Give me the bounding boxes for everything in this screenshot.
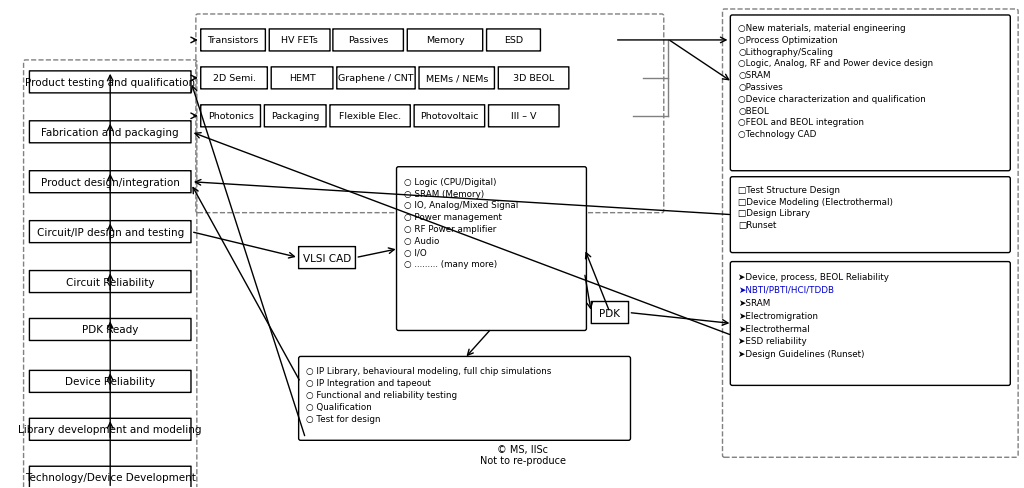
Text: Circuit/IP design and testing: Circuit/IP design and testing — [37, 227, 184, 237]
FancyBboxPatch shape — [330, 105, 411, 127]
Text: © MS, IISc
Not to re-produce: © MS, IISc Not to re-produce — [480, 444, 566, 466]
FancyBboxPatch shape — [730, 16, 1011, 171]
Text: Product design/integration: Product design/integration — [41, 177, 179, 187]
Text: III – V: III – V — [511, 112, 537, 121]
FancyBboxPatch shape — [271, 68, 333, 90]
Text: Library development and modeling: Library development and modeling — [18, 425, 202, 434]
FancyBboxPatch shape — [30, 171, 191, 193]
FancyBboxPatch shape — [201, 105, 260, 127]
Text: PDK: PDK — [599, 308, 621, 318]
FancyBboxPatch shape — [264, 105, 326, 127]
FancyBboxPatch shape — [30, 419, 191, 441]
Text: ➤NBTI/PBTI/HCI/TDDB: ➤NBTI/PBTI/HCI/TDDB — [738, 285, 835, 294]
FancyBboxPatch shape — [269, 30, 330, 52]
FancyBboxPatch shape — [299, 247, 355, 269]
FancyBboxPatch shape — [488, 105, 559, 127]
FancyBboxPatch shape — [30, 319, 191, 341]
Text: 2D Semi.: 2D Semi. — [213, 74, 256, 83]
FancyBboxPatch shape — [337, 68, 415, 90]
FancyBboxPatch shape — [730, 177, 1011, 253]
Text: Passives: Passives — [348, 37, 388, 45]
FancyBboxPatch shape — [486, 30, 541, 52]
FancyBboxPatch shape — [30, 122, 191, 143]
Text: ➤Electrothermal: ➤Electrothermal — [738, 324, 810, 333]
Text: HEMT: HEMT — [289, 74, 315, 83]
FancyBboxPatch shape — [201, 30, 265, 52]
Text: ➤SRAM: ➤SRAM — [738, 298, 770, 307]
Text: PDK Ready: PDK Ready — [82, 325, 138, 335]
FancyBboxPatch shape — [201, 68, 267, 90]
Text: Transistors: Transistors — [208, 37, 259, 45]
FancyBboxPatch shape — [30, 221, 191, 243]
Text: ➤Electromigration: ➤Electromigration — [738, 311, 818, 320]
Text: ○ IP Library, behavioural modeling, full chip simulations
○ IP Integration and t: ○ IP Library, behavioural modeling, full… — [306, 366, 552, 423]
Text: VLSI CAD: VLSI CAD — [303, 253, 351, 263]
Text: Device Reliability: Device Reliability — [66, 377, 156, 386]
Text: ○ Logic (CPU/Digital)
○ SRAM (Memory)
○ IO, Analog/Mixed Signal
○ Power manageme: ○ Logic (CPU/Digital) ○ SRAM (Memory) ○ … — [404, 177, 518, 269]
Text: ➤Device, process, BEOL Reliability: ➤Device, process, BEOL Reliability — [738, 272, 889, 281]
Text: MEMs / NEMs: MEMs / NEMs — [426, 74, 487, 83]
FancyBboxPatch shape — [730, 262, 1011, 386]
FancyBboxPatch shape — [30, 72, 191, 94]
Text: ESD: ESD — [504, 37, 523, 45]
Text: Technology/Device Development: Technology/Device Development — [25, 472, 196, 482]
FancyBboxPatch shape — [419, 68, 495, 90]
Text: Fabrication and packaging: Fabrication and packaging — [41, 127, 179, 138]
Text: Memory: Memory — [426, 37, 464, 45]
Text: Graphene / CNT: Graphene / CNT — [338, 74, 414, 83]
FancyBboxPatch shape — [499, 68, 569, 90]
Text: Photonics: Photonics — [208, 112, 254, 121]
Text: Packaging: Packaging — [271, 112, 319, 121]
Text: Circuit Reliability: Circuit Reliability — [66, 277, 155, 287]
Text: ➤Design Guidelines (Runset): ➤Design Guidelines (Runset) — [738, 350, 864, 359]
FancyBboxPatch shape — [30, 271, 191, 293]
Text: ➤ESD reliability: ➤ESD reliability — [738, 337, 807, 346]
Text: Product testing and qualification: Product testing and qualification — [26, 78, 196, 88]
FancyBboxPatch shape — [333, 30, 403, 52]
Text: Flexible Elec.: Flexible Elec. — [339, 112, 401, 121]
FancyBboxPatch shape — [299, 357, 631, 440]
FancyBboxPatch shape — [591, 302, 629, 324]
FancyBboxPatch shape — [30, 370, 191, 392]
Text: ○New materials, material engineering
○Process Optimization
○Lithography/Scaling
: ○New materials, material engineering ○Pr… — [738, 24, 933, 139]
Text: □Test Structure Design
□Device Modeling (Electrothermal)
□Design Library
□Runset: □Test Structure Design □Device Modeling … — [738, 185, 893, 230]
Text: Photovoltaic: Photovoltaic — [420, 112, 478, 121]
FancyBboxPatch shape — [408, 30, 482, 52]
Text: 3D BEOL: 3D BEOL — [513, 74, 554, 83]
FancyBboxPatch shape — [414, 105, 484, 127]
FancyBboxPatch shape — [30, 467, 191, 488]
Text: HV FETs: HV FETs — [282, 37, 318, 45]
FancyBboxPatch shape — [396, 167, 587, 331]
